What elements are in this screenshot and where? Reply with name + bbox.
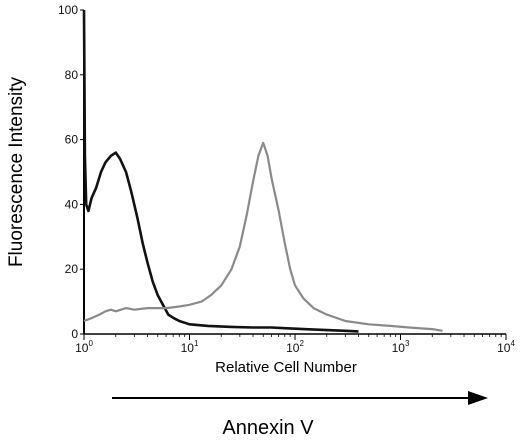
y-tick-label: 0 — [71, 327, 78, 341]
histogram-series-gray — [83, 141, 443, 332]
series-group — [82, 9, 443, 333]
plot-area: 0 20 40 60 80 100 100 101 102 103 104 — [58, 3, 515, 355]
y-tick-label: 80 — [65, 68, 79, 82]
histogram-series-dark — [82, 9, 359, 333]
y-axis-title: Fluorescence Intensity — [6, 76, 27, 267]
inner-x-label: Relative Cell Number — [215, 359, 357, 376]
y-tick-label: 60 — [65, 133, 79, 147]
x-tick-label: 101 — [181, 339, 199, 355]
y-tick-label: 40 — [65, 197, 79, 211]
y-tick-label: 20 — [65, 262, 79, 276]
y-tick-label: 100 — [58, 3, 78, 17]
y-axis-ticks: 0 20 40 60 80 100 — [58, 3, 84, 341]
arrow-label: Annexin V — [222, 417, 314, 439]
x-tick-label: 100 — [75, 339, 93, 355]
annexin-arrow — [112, 391, 488, 405]
x-tick-label: 102 — [286, 339, 304, 355]
x-tick-label: 104 — [497, 339, 515, 355]
x-tick-label: 103 — [392, 339, 410, 355]
x-axis-ticks: 100 101 102 103 104 — [75, 334, 515, 355]
